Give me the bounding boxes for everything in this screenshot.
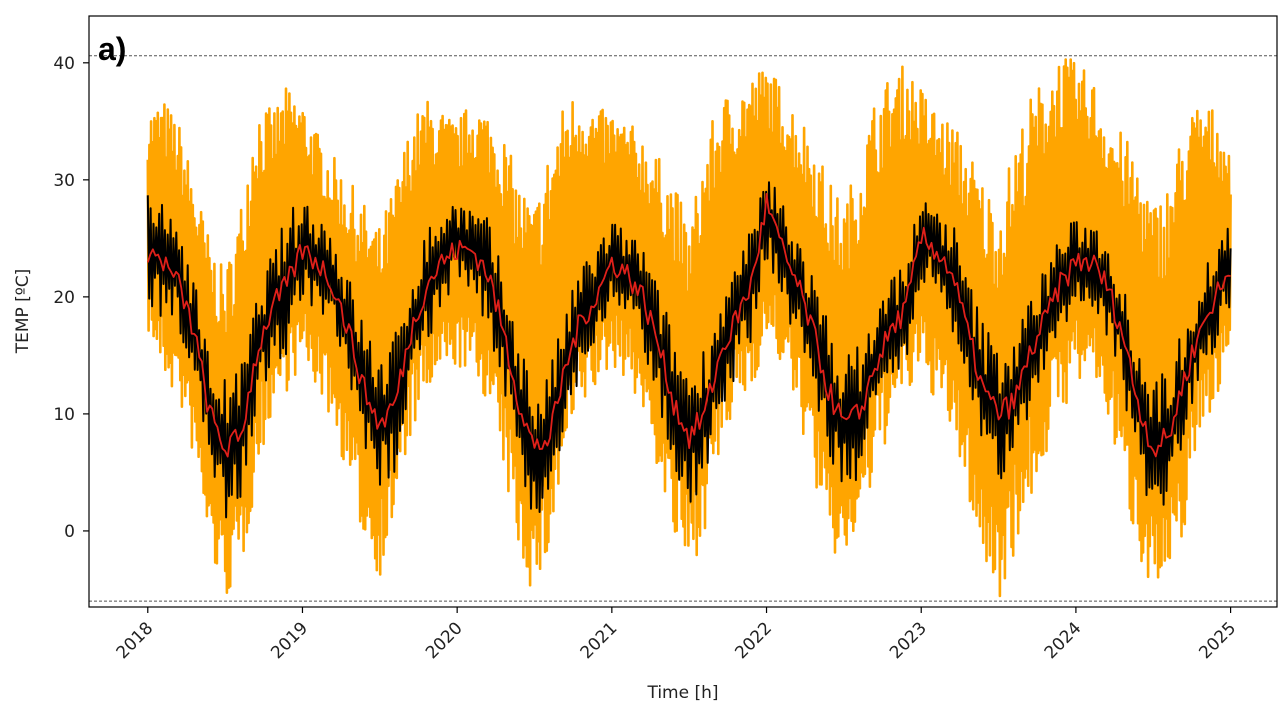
x-axis-ticks: 2018 2019 2020 2021 2022 2023 2024 2025 (113, 607, 1240, 663)
x-tick-label: 2025 (1195, 618, 1240, 663)
x-tick-label: 2018 (113, 618, 158, 663)
y-axis-ticks: 0 10 20 30 40 (53, 54, 89, 542)
x-tick-label: 2022 (731, 618, 776, 663)
x-tick-label: 2023 (886, 618, 931, 663)
y-tick-label: 10 (53, 405, 75, 425)
y-tick-label: 0 (64, 522, 75, 542)
x-tick-label: 2020 (422, 618, 467, 663)
x-tick-label: 2024 (1041, 618, 1086, 663)
y-tick-label: 40 (53, 54, 75, 74)
panel-label: a) (98, 31, 126, 67)
x-axis-label: Time [h] (646, 683, 718, 703)
smoothed-mean-line (146, 193, 1231, 458)
y-axis-label: TEMP [ºC] (13, 269, 33, 355)
reference-lines (89, 55, 1277, 602)
smoothed-mean-series (146, 193, 1231, 458)
y-tick-label: 30 (53, 171, 75, 191)
plot-frame (88, 15, 1278, 608)
x-tick-label: 2019 (267, 618, 312, 663)
hourly-range-series (146, 58, 1232, 598)
y-tick-label: 20 (53, 288, 75, 308)
hourly-range-line (146, 58, 1232, 598)
x-tick-label: 2021 (577, 618, 622, 663)
